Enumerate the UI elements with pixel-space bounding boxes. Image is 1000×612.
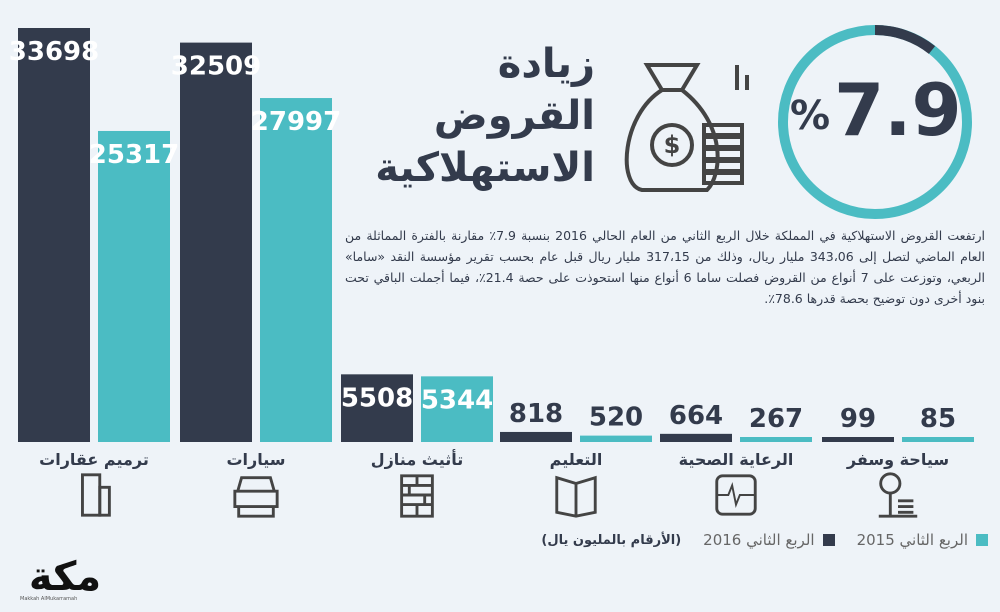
category-label: تأثيث منازل [370,450,464,469]
bar-value-label: 99 [840,404,876,434]
category-label: سيارات [226,450,286,469]
bar-value-label: 818 [509,399,563,429]
category-label: الرعاية الصحية [678,450,794,469]
category-label: سياحة وسفر [846,450,950,469]
bar-value-label: 5344 [421,385,493,415]
legend-label-2016: الربع الثاني 2016 [703,531,815,549]
svg-text:مكة: مكة [29,554,101,598]
svg-text:$: $ [664,131,681,159]
bar-value-label: 32509 [171,52,261,82]
bar-value-label: 33698 [9,37,99,67]
heart-monitor-icon [715,474,757,516]
bar-value-label: 85 [920,404,956,434]
percent-value: %7.9 [790,68,962,152]
money-bag-icon: $ [624,63,749,192]
bar-2016-2 [341,374,413,442]
description-paragraph: ارتفعت القروض الاستهلاكية في المملكة خلا… [345,228,986,306]
bar-2015-0 [98,130,170,442]
bar-value-label: 27997 [251,107,341,137]
bar-2015-3 [580,435,652,442]
legend-swatch-2016 [822,534,835,546]
percent-ring [778,25,972,219]
bar-2016-0 [18,28,90,442]
unit-note: (الأرقام بالمليون يال) [541,532,682,548]
legend-swatch-2015 [976,534,988,546]
bar-2015-2 [421,376,493,442]
bar-2015-4 [740,437,812,442]
bar-value-label: 5508 [341,383,413,413]
legend: الربع الثاني 2015 الربع الثاني 2016 (الأ… [541,531,988,549]
bar-2016-5 [822,437,894,442]
page-title: زيادة القروض الاستهلاكية [375,41,595,191]
bricks-icon [400,474,434,518]
makkah-logo: مكة [29,554,101,598]
bar-2015-1 [260,98,332,442]
bar-2016-1 [180,42,252,442]
bar-value-label: 520 [589,403,643,433]
bar-2015-5 [902,437,974,442]
category-label: ترميم عقارات [39,450,149,469]
bar-2016-3 [500,431,572,442]
building-icon [81,473,111,517]
bar-value-label: 25317 [89,140,179,170]
logo-subtitle: Makkah AlMukarramah [20,596,78,602]
bar-value-label: 267 [749,404,803,434]
legend-label-2015: الربع الثاني 2015 [856,531,968,549]
bar-2016-4 [660,433,732,442]
car-icon [233,476,279,518]
tree-bench-icon [878,472,918,518]
book-icon [555,475,597,518]
bar-value-label: 664 [669,401,723,431]
category-label: التعليم [549,450,603,469]
